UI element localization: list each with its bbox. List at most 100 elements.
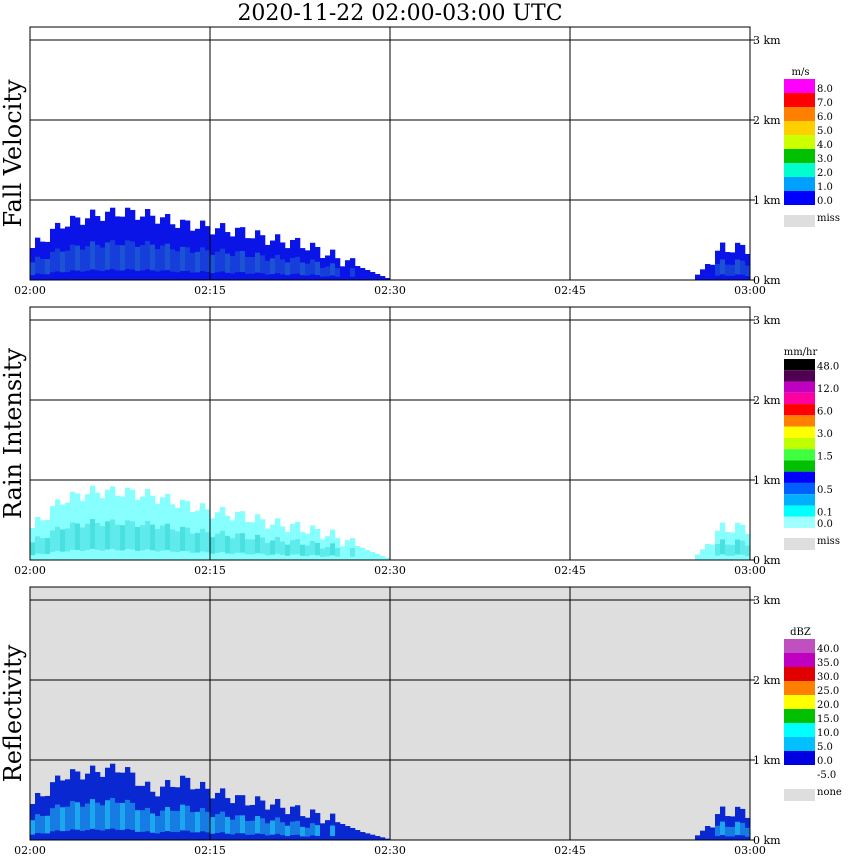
echo-cell-core <box>160 245 166 271</box>
legend-swatch <box>784 653 815 667</box>
echo-cell <box>320 823 326 840</box>
echo-cell-core <box>125 240 131 270</box>
echo-cell-core <box>170 810 176 833</box>
echo-cell-core <box>105 242 111 270</box>
echo-cell-core <box>85 803 91 831</box>
echo-cell-core <box>280 541 286 555</box>
echo-cell-core <box>290 540 296 555</box>
legend-swatch <box>784 191 815 205</box>
echo-cell-core <box>265 823 271 836</box>
echo-cell-core <box>315 825 321 836</box>
echo-cell-core <box>150 244 156 271</box>
echo-cell-core <box>215 251 221 273</box>
legend-label: 3.0 <box>817 154 833 165</box>
echo-cell-core <box>280 259 286 275</box>
echo-cell <box>370 272 376 280</box>
echo-cell-core <box>145 240 151 270</box>
legend-swatch <box>784 723 815 737</box>
echo-cell-core <box>145 807 151 832</box>
echo-cell-core <box>155 249 161 272</box>
echo-cell-core <box>720 259 726 275</box>
y-axis-label: Rain Intensity <box>0 348 27 520</box>
echo-cell-core <box>225 253 231 273</box>
echo-cell-core <box>720 821 726 835</box>
echo-cell-core <box>715 543 721 556</box>
echo-cell <box>700 269 706 280</box>
echo-cell-core <box>210 817 216 834</box>
height-tick-label: 2 km <box>753 674 781 687</box>
echo-cell-core <box>90 519 96 549</box>
echo-cell-core <box>240 250 246 273</box>
echo-cell-core <box>315 261 321 276</box>
echo-cell-core <box>350 267 356 277</box>
echo-cell-core <box>175 531 181 553</box>
plot-frame <box>29 26 751 281</box>
echo-cell-core <box>40 538 46 555</box>
echo-cell-core <box>125 520 131 550</box>
legend-label: 3.0 <box>817 429 833 440</box>
echo-cell <box>345 260 351 280</box>
echo-cell-core <box>35 814 41 833</box>
echo-cell-core <box>185 527 191 552</box>
echo-cell-core <box>295 256 301 274</box>
echo-cell-core <box>240 815 246 834</box>
echo-cell-core <box>325 546 331 557</box>
echo-cell-core <box>65 528 71 552</box>
time-tick-label: 03:00 <box>734 284 766 297</box>
legend-swatch <box>784 426 815 438</box>
echo-cell <box>695 835 701 840</box>
echo-cell-core <box>80 249 86 272</box>
echo-cell-core <box>235 533 241 553</box>
echo-cell-core <box>245 820 251 835</box>
echo-cell-core <box>140 525 146 551</box>
echo-cell <box>345 826 351 840</box>
legend-swatch <box>784 681 815 695</box>
echo-cell-core <box>195 811 201 833</box>
echo-cell-core <box>260 537 266 554</box>
echo-cell-core <box>90 241 96 270</box>
echo-cell-core <box>185 247 191 272</box>
echo-cell-core <box>735 821 741 836</box>
echo-cell-core <box>95 522 101 550</box>
echo-cell-core <box>740 540 746 555</box>
legend-unit: dBZ <box>790 627 811 638</box>
echo-cell <box>335 822 341 840</box>
y-axis-label: Fall Velocity <box>0 79 27 228</box>
echo-cell-core <box>290 257 296 274</box>
echo-cell-core <box>745 265 751 277</box>
echo-cell-core <box>215 814 221 833</box>
legend-label: 7.0 <box>817 98 833 109</box>
echo-cell-core <box>310 823 316 836</box>
legend-swatch <box>784 667 815 681</box>
legend-swatch <box>784 471 815 483</box>
echo-cell-core <box>200 247 206 272</box>
echo-cell-core <box>255 815 261 834</box>
legend-label: 10.0 <box>817 728 839 739</box>
echo-cell-core <box>295 539 301 555</box>
echo-cell-core <box>300 826 306 837</box>
echo-cell <box>710 264 716 280</box>
echo-cell-core <box>65 806 71 831</box>
echo-cell <box>340 546 346 560</box>
legend-label: 15.0 <box>817 714 839 725</box>
time-tick-label: 02:30 <box>374 844 406 857</box>
echo-cell <box>700 830 706 840</box>
echo-cell <box>355 546 361 560</box>
echo-cell <box>375 836 381 840</box>
height-tick-label: 2 km <box>753 114 781 127</box>
echo-cell-core <box>50 808 56 832</box>
echo-cell-core <box>70 522 76 550</box>
echo-cell <box>325 820 331 840</box>
time-tick-label: 02:15 <box>194 564 226 577</box>
legend-swatch <box>784 135 815 149</box>
legend-label: 20.0 <box>817 700 839 711</box>
echo-cell-core <box>165 243 171 271</box>
legend-label: 1.5 <box>817 451 833 462</box>
echo-cell-core <box>275 537 281 554</box>
echo-cell-core <box>75 245 81 271</box>
time-tick-label: 02:30 <box>374 564 406 577</box>
echo-cell-core <box>110 240 116 270</box>
echo-cell <box>705 264 711 280</box>
echo-cell-core <box>195 532 201 553</box>
